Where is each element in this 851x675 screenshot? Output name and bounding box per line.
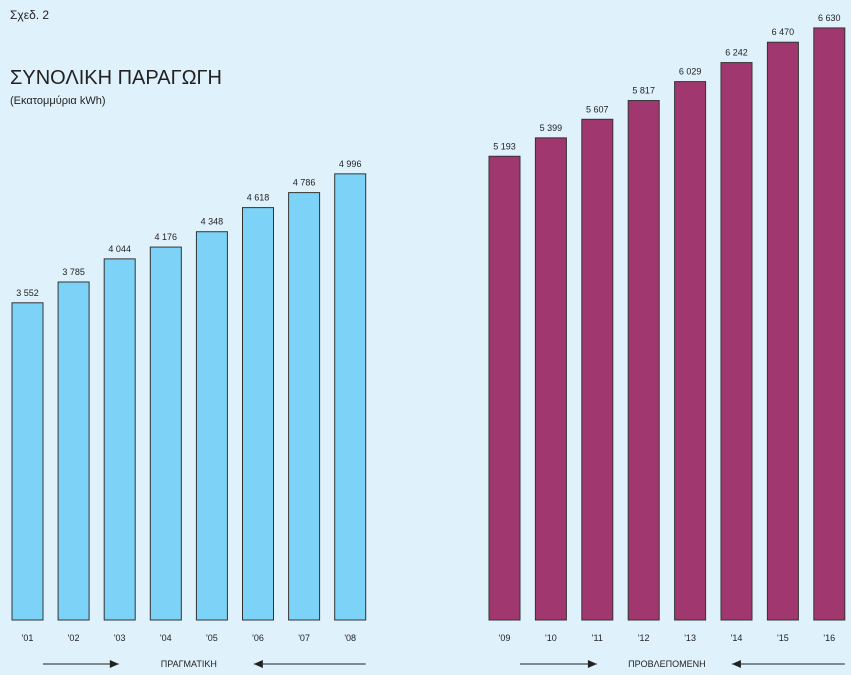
bar xyxy=(242,207,274,621)
bar xyxy=(813,27,846,621)
legend-label: ΠΡΑΓΜΑΤΙΚΗ xyxy=(161,659,217,669)
value-label: 6 630 xyxy=(818,13,841,23)
bar xyxy=(627,100,660,621)
x-tick-label: '05 xyxy=(206,633,218,643)
chart-subtitle: (Εκατομμύρια kWh) xyxy=(10,95,106,107)
value-label: 4 618 xyxy=(247,193,270,203)
value-label: 6 242 xyxy=(725,48,748,58)
value-label: 4 176 xyxy=(155,232,178,242)
bar xyxy=(57,281,90,621)
value-label: 4 996 xyxy=(339,159,362,169)
value-label: 4 044 xyxy=(108,244,131,254)
value-label: 6 470 xyxy=(772,27,795,37)
bar xyxy=(581,118,614,621)
bar xyxy=(103,258,136,621)
x-tick-label: '10 xyxy=(545,633,557,643)
value-label: 4 348 xyxy=(201,217,224,227)
x-tick-label: '02 xyxy=(68,633,80,643)
bar xyxy=(720,62,753,621)
x-tick-label: '14 xyxy=(731,633,743,643)
bar xyxy=(149,246,182,621)
value-label: 5 193 xyxy=(493,141,516,151)
x-tick-label: '07 xyxy=(298,633,310,643)
bar xyxy=(534,137,567,621)
arrow-head xyxy=(587,660,597,668)
value-label: 5 607 xyxy=(586,104,609,114)
legend-label: ΠΡΟΒΛΕΠΟΜΕΝΗ xyxy=(628,659,706,669)
x-tick-label: '06 xyxy=(252,633,264,643)
value-label: 3 552 xyxy=(16,288,39,298)
x-tick-label: '11 xyxy=(592,633,603,643)
x-tick-label: '12 xyxy=(638,633,650,643)
value-label: 6 029 xyxy=(679,67,702,77)
value-label: 5 399 xyxy=(540,123,563,133)
bar xyxy=(674,81,707,621)
arrow-head xyxy=(731,660,741,668)
x-tick-label: '09 xyxy=(499,633,511,643)
x-tick-label: '01 xyxy=(22,633,34,643)
value-label: 3 785 xyxy=(62,267,85,277)
bar xyxy=(11,302,44,621)
bar xyxy=(288,192,321,621)
bar xyxy=(195,231,228,621)
arrow-head xyxy=(109,660,119,668)
x-tick-label: '08 xyxy=(344,633,356,643)
x-tick-label: '15 xyxy=(777,633,789,643)
arrow-head xyxy=(253,660,263,668)
x-tick-label: '03 xyxy=(114,633,126,643)
value-label: 5 817 xyxy=(632,86,655,96)
bar xyxy=(334,173,367,621)
x-tick-label: '13 xyxy=(684,633,696,643)
x-tick-label: '04 xyxy=(160,633,172,643)
figure-label: Σχεδ. 2 xyxy=(10,8,49,22)
value-label: 4 786 xyxy=(293,178,316,188)
chart-title: ΣΥΝΟΛΙΚΗ ΠΑΡΑΓΩΓΗ xyxy=(10,67,222,89)
bar xyxy=(766,41,799,621)
x-tick-label: '16 xyxy=(823,633,835,643)
bar xyxy=(488,155,521,621)
